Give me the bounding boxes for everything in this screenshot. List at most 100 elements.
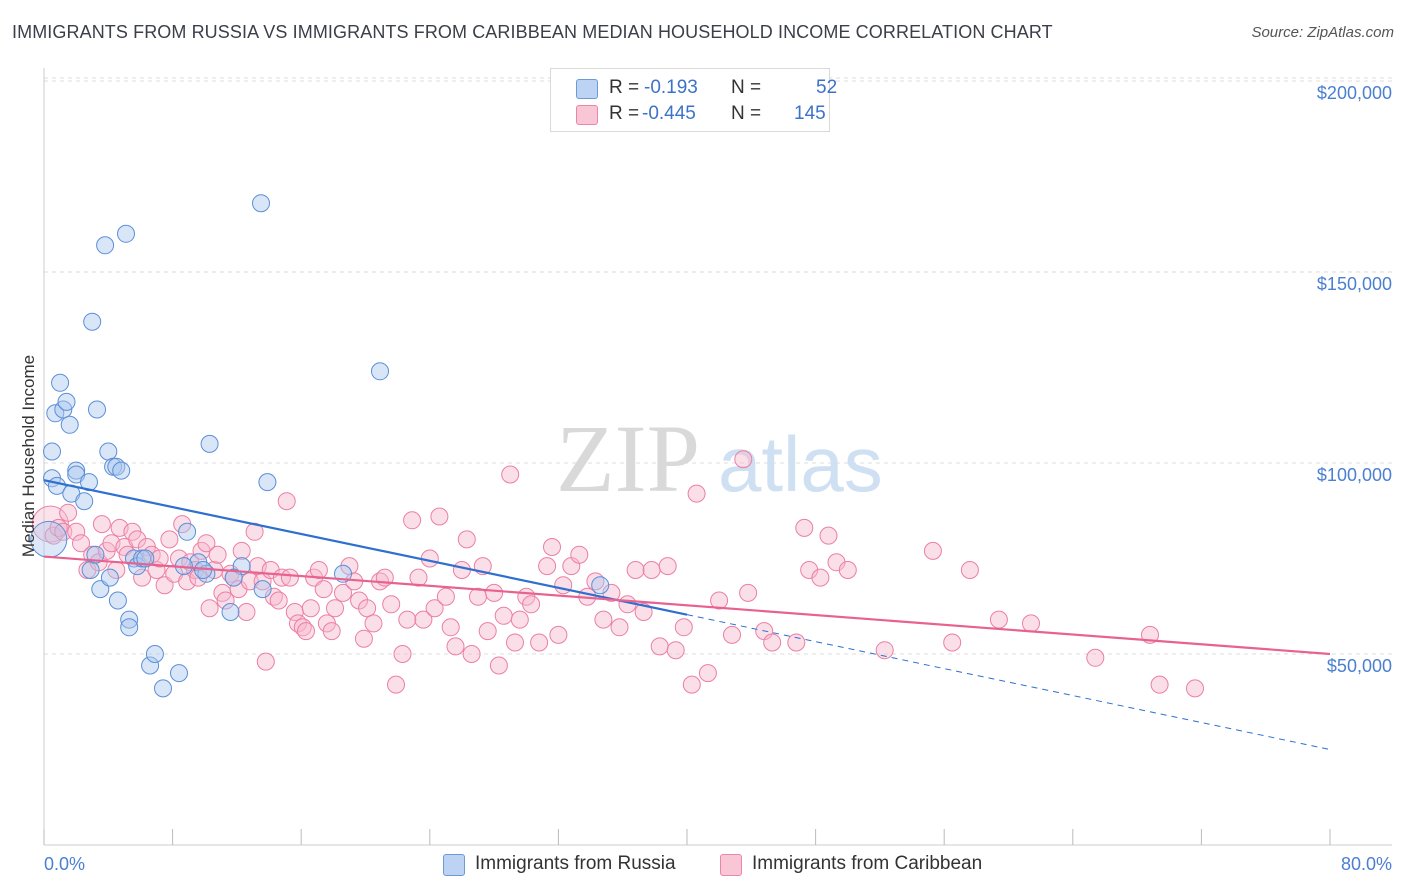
- russia-point: [81, 561, 100, 579]
- caribbean-point: [457, 530, 476, 549]
- russia-r-value: -0.193: [644, 77, 698, 98]
- caribbean-point: [626, 561, 645, 579]
- caribbean-point: [506, 633, 524, 652]
- russia-point: [108, 591, 127, 610]
- caribbean-swatch: [576, 105, 598, 125]
- caribbean-point: [232, 541, 251, 560]
- caribbean-point: [666, 641, 685, 660]
- russia-point: [258, 473, 277, 492]
- caribbean-point: [128, 530, 147, 549]
- russia-swatch: [576, 79, 598, 99]
- y-tick-label: $50,000: [1327, 656, 1392, 676]
- axes: [43, 68, 1392, 846]
- russia-point: [253, 580, 272, 599]
- y-tick-label: $150,000: [1317, 274, 1392, 294]
- russia-r-label: R =: [609, 77, 640, 98]
- russia-point: [170, 664, 188, 683]
- russia-point: [60, 415, 79, 434]
- russia-point: [75, 492, 94, 511]
- caribbean-point: [297, 622, 315, 641]
- russia-point: [200, 434, 219, 453]
- caribbean-point: [485, 583, 504, 602]
- caribbean-point: [710, 591, 729, 610]
- caribbean-point: [687, 484, 706, 503]
- y-tick-labels: $50,000 $100,000 $150,000 $200,000: [1317, 83, 1392, 676]
- caribbean-point: [92, 515, 111, 534]
- caribbean-point: [322, 622, 341, 641]
- x-ticks: [43, 829, 1331, 845]
- caribbean-point: [1150, 675, 1169, 694]
- caribbean-point: [923, 541, 942, 560]
- russia-point: [371, 362, 389, 381]
- russia-legend-swatch: [443, 854, 465, 876]
- caribbean-point: [269, 591, 288, 610]
- caribbean-point: [989, 610, 1008, 629]
- caribbean-point: [133, 568, 152, 587]
- caribbean-point: [875, 641, 894, 660]
- watermark-zip: ZIP: [556, 405, 700, 512]
- y-tick-label: $100,000: [1317, 465, 1392, 485]
- caribbean-point: [570, 545, 589, 564]
- caribbean-point: [549, 625, 568, 644]
- caribbean-point: [414, 610, 433, 629]
- caribbean-point: [674, 618, 693, 637]
- caribbean-point: [420, 549, 439, 568]
- russia-point: [43, 442, 61, 461]
- russia-trend-extension: [686, 614, 1331, 750]
- russia-point: [120, 618, 139, 637]
- caribbean-point: [489, 656, 508, 675]
- caribbean-point: [364, 614, 383, 633]
- caribbean-point: [334, 583, 352, 602]
- caribbean-point: [398, 610, 417, 629]
- caribbean-point: [403, 511, 422, 530]
- russia-point: [145, 645, 164, 663]
- caribbean-point: [838, 561, 857, 579]
- caribbean-point: [393, 645, 412, 663]
- russia-point: [178, 522, 197, 541]
- caribbean-point: [478, 622, 497, 641]
- caribbean-point: [197, 534, 216, 553]
- caribbean-point: [594, 610, 613, 629]
- caribbean-point: [763, 633, 782, 652]
- russia-trend-line: [43, 479, 688, 616]
- caribbean-point: [960, 561, 979, 579]
- caribbean-n-label: N =: [731, 103, 762, 124]
- caribbean-point: [358, 599, 377, 618]
- russia-point: [141, 656, 160, 675]
- caribbean-point: [698, 664, 717, 683]
- caribbean-point: [425, 599, 444, 618]
- caribbean-point: [54, 522, 73, 541]
- russia-point: [99, 442, 118, 461]
- caribbean-point: [446, 637, 465, 656]
- caribbean-point: [787, 633, 806, 652]
- caribbean-point: [208, 545, 227, 564]
- caribbean-point: [59, 503, 78, 522]
- caribbean-point: [795, 518, 814, 537]
- watermark: ZIP atlas: [556, 405, 883, 512]
- russia-point: [67, 461, 86, 480]
- caribbean-point: [462, 645, 481, 663]
- russia-point: [96, 236, 115, 255]
- caribbean-point: [819, 526, 838, 545]
- russia-points: [30, 194, 610, 698]
- caribbean-point: [610, 618, 629, 637]
- caribbean-point: [1186, 679, 1204, 698]
- caribbean-point: [650, 637, 669, 656]
- caribbean-point: [150, 549, 169, 568]
- caribbean-point: [501, 465, 520, 484]
- trend-lines: [43, 479, 1331, 750]
- y-tick-label: $200,000: [1317, 83, 1392, 103]
- correlation-legend: R = -0.193 N = 52 R = -0.445 N = 145: [550, 68, 837, 132]
- caribbean-point: [441, 618, 460, 637]
- caribbean-point: [237, 603, 256, 621]
- caribbean-point: [314, 580, 333, 599]
- caribbean-point: [530, 633, 549, 652]
- caribbean-point: [1022, 614, 1040, 633]
- russia-point: [136, 549, 155, 568]
- caribbean-point: [538, 557, 557, 576]
- x-tick-label-max: 80.0%: [1341, 854, 1392, 874]
- caribbean-point: [200, 599, 219, 618]
- caribbean-point: [543, 538, 561, 556]
- russia-point: [100, 568, 119, 587]
- chart-title: IMMIGRANTS FROM RUSSIA VS IMMIGRANTS FRO…: [12, 22, 1053, 42]
